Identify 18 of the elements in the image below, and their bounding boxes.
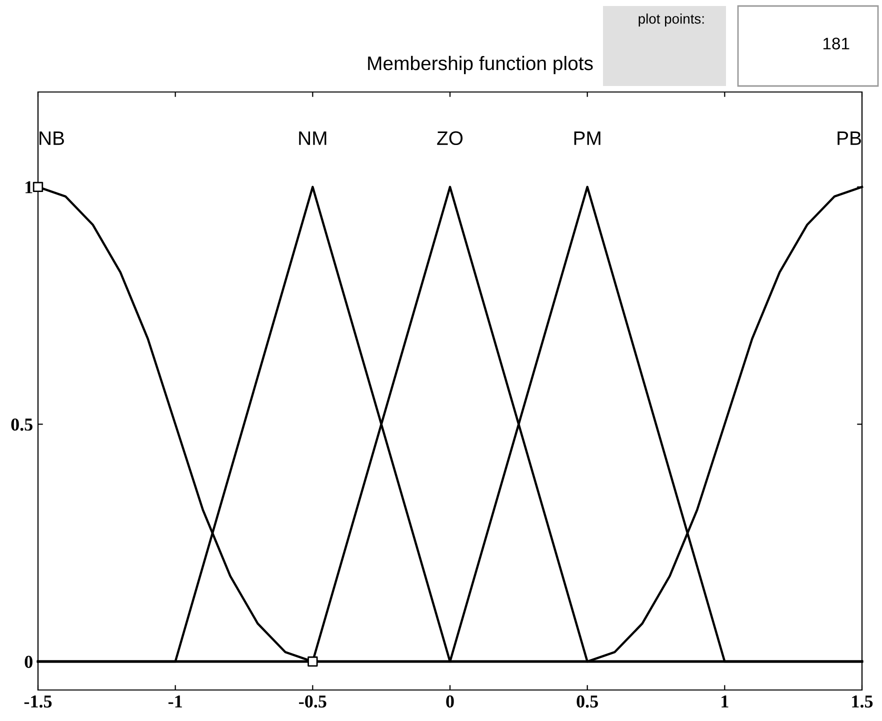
- text: ZO: [437, 131, 463, 146]
- y-tick-label: 0: [24, 656, 32, 668]
- x-tick-label: 1: [722, 695, 728, 708]
- text: NB: [40, 131, 64, 145]
- text: plot points:: [638, 14, 704, 26]
- x-tick-label: 0.5: [576, 695, 598, 708]
- chart-title: Membership function plots: [368, 56, 593, 74]
- y-tick-label: 1: [26, 181, 32, 194]
- text: PB: [838, 131, 861, 145]
- x-tick-label: 1.5: [852, 695, 873, 708]
- text: PM: [574, 131, 600, 145]
- x-tick-label: -1: [168, 695, 182, 708]
- x-tick-label: -0.5: [299, 695, 326, 708]
- text: NM: [299, 131, 326, 145]
- x-tick-label: 0: [446, 695, 454, 708]
- x-tick-label: -1.5: [24, 695, 52, 708]
- text: 181: [823, 38, 850, 50]
- y-tick-label: 0.5: [11, 418, 32, 431]
